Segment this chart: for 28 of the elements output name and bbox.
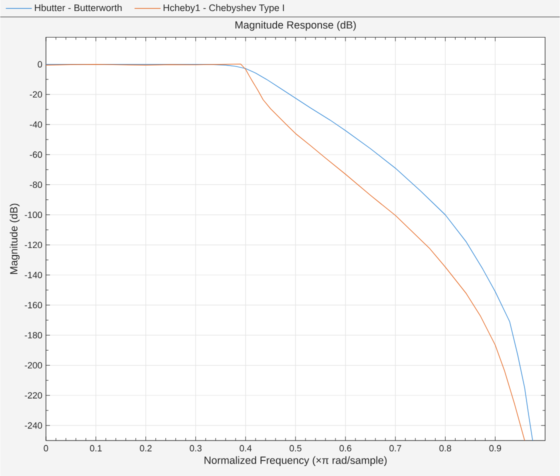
x-tick-label: 0.6 [340,444,352,452]
y-tick-label: -180 [24,332,42,338]
y-tick-label: -200 [24,362,42,368]
y-tick-label: -240 [24,422,42,428]
y-tick-label: -60 [30,151,42,158]
x-tick-label: 0 [44,444,48,452]
x-tick-label: 0.4 [240,444,252,452]
x-tick-label: 0.2 [140,444,152,452]
legend-label: Hcheby1 - Chebyshev Type I [164,4,284,13]
y-tick-label: 0 [38,60,42,68]
y-tick-label: -100 [24,211,42,218]
x-tick-label: 0.8 [439,444,452,452]
y-axis-title: Magnitude (dB) [10,203,20,274]
y-tick-label: -220 [24,392,42,398]
x-tick-label: 0.1 [90,444,102,452]
y-tick-label: -120 [24,241,42,248]
y-tick-label: -160 [24,302,42,308]
y-tick-label: -20 [30,91,42,98]
y-tick-label: -140 [24,272,42,278]
y-tick-label: -40 [30,121,42,128]
legend-label: Hbutter - Butterworth [34,4,122,11]
x-tick-label: 0.3 [190,444,202,452]
x-tick-label: 0.9 [489,444,502,452]
chart-title: Magnitude Response (dB) [235,20,356,30]
x-axis-title: Normalized Frequency (×π rad/sample) [204,456,387,466]
x-tick-label: 0.5 [290,444,302,452]
x-tick-label: 0.7 [389,444,402,452]
y-tick-label: -80 [30,181,42,188]
